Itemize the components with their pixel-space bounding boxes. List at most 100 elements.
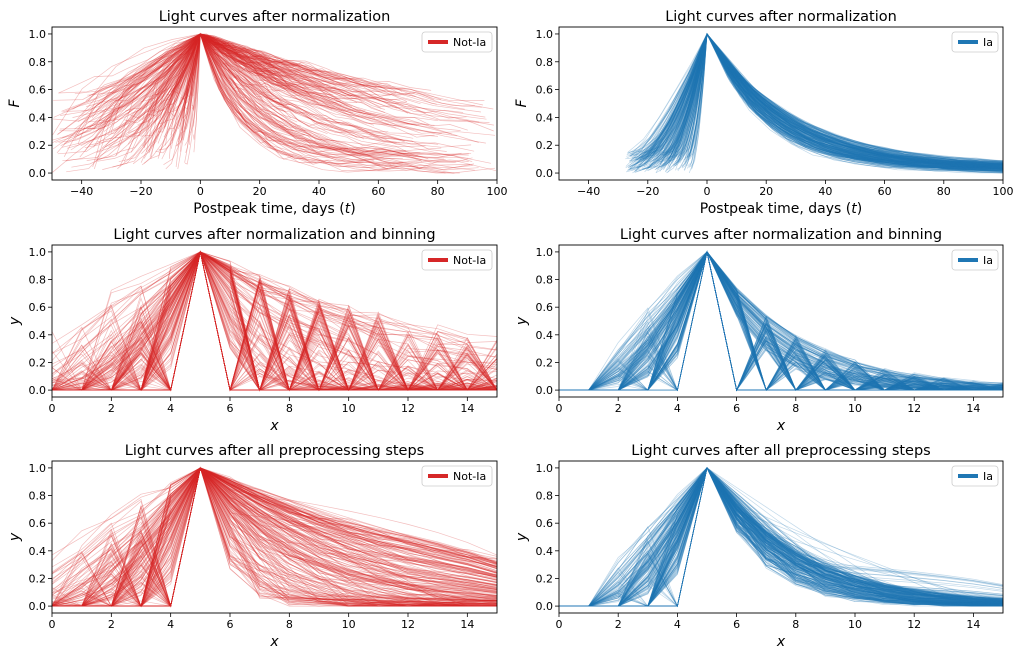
light-curve-line bbox=[666, 32, 1003, 174]
light-curve-line bbox=[559, 250, 1003, 391]
light-curve-line bbox=[646, 33, 1003, 172]
light-curve-line bbox=[52, 467, 497, 607]
light-curve-line bbox=[52, 251, 497, 391]
x-tick-label: 2 bbox=[615, 618, 622, 631]
light-curve-line bbox=[127, 33, 468, 134]
plot-frame bbox=[51, 26, 498, 181]
light-curve-line bbox=[559, 251, 1003, 391]
light-curve-line bbox=[52, 467, 497, 608]
light-curve-line bbox=[98, 33, 294, 160]
light-curve-line bbox=[52, 250, 497, 391]
light-curve-line bbox=[559, 251, 1003, 391]
light-curve-line bbox=[52, 467, 497, 608]
light-curve-line bbox=[559, 250, 1003, 392]
light-curve-line bbox=[559, 467, 1003, 607]
light-curve-line bbox=[52, 467, 497, 607]
light-curve-line bbox=[52, 251, 497, 391]
light-curve-line bbox=[52, 250, 497, 392]
light-curve-line bbox=[635, 33, 1003, 169]
light-curve-line bbox=[559, 250, 1003, 391]
light-curve-line bbox=[638, 33, 1003, 169]
light-curve-line bbox=[559, 251, 1003, 391]
plot-frame bbox=[51, 244, 498, 398]
x-tick-label: 14 bbox=[966, 402, 980, 415]
light-curve-line bbox=[559, 467, 1003, 607]
light-curve-line bbox=[52, 251, 497, 391]
light-curve-line bbox=[52, 251, 497, 391]
light-curve-line bbox=[52, 467, 497, 607]
light-curve-line bbox=[52, 251, 497, 392]
light-curve-line bbox=[559, 251, 1003, 392]
light-curve-line bbox=[559, 467, 1003, 607]
light-curve-line bbox=[676, 32, 1003, 168]
light-curve-line bbox=[52, 251, 497, 391]
light-curve-line bbox=[559, 250, 1003, 392]
y-tick-label: 0.8 bbox=[536, 274, 554, 287]
light-curve-line bbox=[103, 33, 284, 132]
light-curve-line bbox=[190, 33, 311, 135]
light-curve-line bbox=[52, 467, 497, 607]
light-curve-line bbox=[52, 250, 497, 392]
light-curve-line bbox=[52, 250, 497, 391]
light-curve-line bbox=[671, 32, 1003, 174]
light-curve-line bbox=[559, 250, 1003, 391]
light-curve-line bbox=[52, 251, 497, 391]
light-curve-line bbox=[52, 251, 497, 391]
light-curve-line bbox=[660, 33, 1003, 170]
light-curve-line bbox=[559, 251, 1003, 391]
light-curve-line bbox=[629, 33, 1003, 172]
light-curve-line bbox=[52, 466, 497, 607]
light-curve-line bbox=[559, 250, 1003, 392]
light-curve-line bbox=[66, 33, 389, 173]
light-curve-line bbox=[559, 467, 1003, 607]
light-curve-line bbox=[52, 251, 497, 391]
light-curve-line bbox=[559, 250, 1003, 391]
light-curve-line bbox=[674, 33, 1003, 168]
light-curve-line bbox=[52, 251, 497, 392]
light-curve-line bbox=[52, 251, 497, 391]
light-curve-line bbox=[684, 33, 1003, 171]
light-curve-line bbox=[123, 33, 471, 166]
light-curve-line bbox=[52, 251, 497, 391]
light-curve-line bbox=[673, 33, 1003, 168]
light-curve-line bbox=[684, 32, 1003, 167]
light-curve-line bbox=[668, 33, 1003, 165]
light-curve-line bbox=[114, 33, 391, 102]
light-curve-line bbox=[559, 251, 1003, 392]
light-curve-line bbox=[559, 251, 1003, 391]
light-curve-line bbox=[634, 33, 1003, 173]
light-curve-line bbox=[684, 33, 1003, 166]
light-curve-line bbox=[559, 251, 1003, 391]
light-curve-line bbox=[559, 251, 1003, 391]
light-curve-line bbox=[143, 33, 339, 147]
light-curve-line bbox=[96, 33, 400, 159]
light-curve-line bbox=[93, 33, 348, 131]
x-axis-label: x bbox=[776, 634, 786, 650]
light-curve-line bbox=[559, 467, 1003, 607]
light-curve-line bbox=[559, 467, 1003, 607]
light-curve-line bbox=[52, 467, 497, 607]
light-curve-line bbox=[559, 467, 1003, 607]
light-curve-line bbox=[52, 467, 497, 607]
light-curve-line bbox=[559, 251, 1003, 391]
light-curve-line bbox=[665, 32, 1003, 174]
light-curve-line bbox=[52, 467, 497, 608]
light-curve-line bbox=[52, 467, 497, 608]
light-curve-line bbox=[52, 250, 497, 392]
y-tick-label: 1.0 bbox=[29, 246, 47, 259]
light-curve-line bbox=[52, 467, 497, 607]
x-tick-label: −20 bbox=[636, 185, 659, 198]
light-curve-line bbox=[52, 467, 497, 607]
light-curve-line bbox=[559, 251, 1003, 391]
light-curve-line bbox=[559, 251, 1003, 391]
x-tick-label: 4 bbox=[167, 618, 174, 631]
light-curve-line bbox=[170, 32, 381, 169]
light-curve-line bbox=[52, 250, 497, 391]
light-curve-line bbox=[559, 467, 1003, 607]
light-curve-line bbox=[52, 467, 497, 607]
light-curve-line bbox=[192, 33, 378, 155]
light-curve-line bbox=[663, 33, 1003, 172]
light-curve-line bbox=[124, 33, 403, 170]
light-curve-line bbox=[662, 33, 1003, 163]
light-curve-line bbox=[52, 251, 497, 391]
